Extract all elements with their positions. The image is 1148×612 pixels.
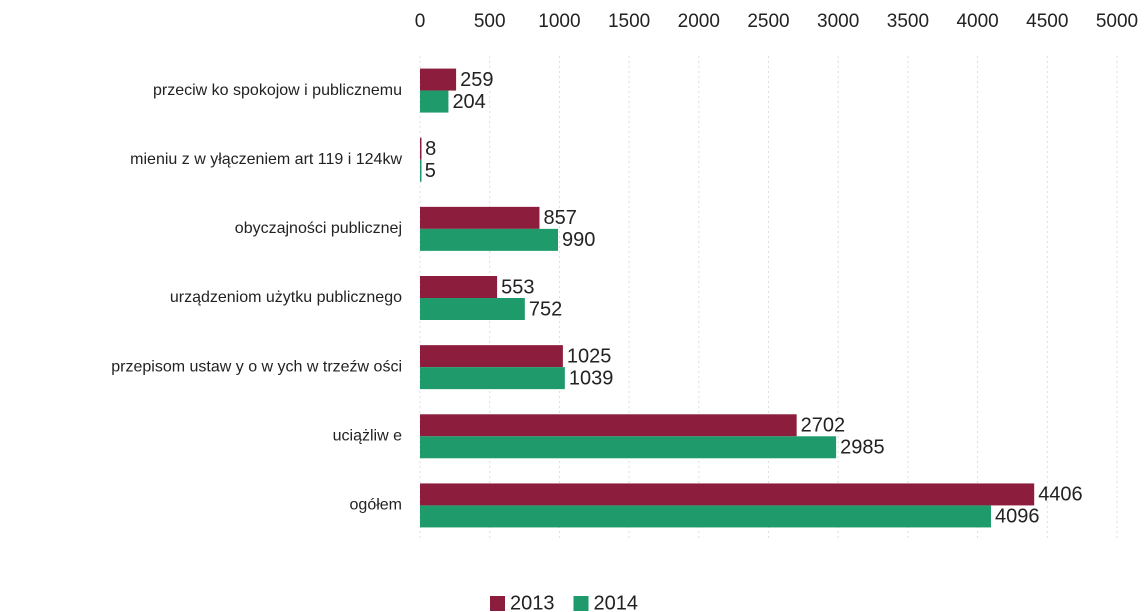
bar <box>420 345 563 368</box>
category-label: przepisom ustaw y o w ych w trzeźw ości <box>111 358 402 375</box>
category-label: ogółem <box>350 497 402 514</box>
x-tick-label: 500 <box>474 11 506 32</box>
value-label: 990 <box>562 229 595 251</box>
x-tick-label: 4000 <box>956 11 998 32</box>
legend-label: 2013 <box>510 592 555 612</box>
x-tick-label: 2500 <box>747 11 789 32</box>
category-label: obyczajności publicznej <box>235 220 402 237</box>
value-label: 857 <box>543 207 576 229</box>
value-label: 204 <box>452 91 485 113</box>
bar <box>420 137 422 160</box>
bar <box>420 505 991 528</box>
x-tick-label: 3000 <box>817 11 859 32</box>
x-tick-label: 4500 <box>1026 11 1068 32</box>
legend-label: 2014 <box>594 592 639 612</box>
bar <box>420 228 559 251</box>
bar <box>420 206 540 229</box>
category-label: uciążliw e <box>333 428 402 445</box>
value-label: 1025 <box>567 345 612 367</box>
value-label: 2985 <box>840 437 885 459</box>
x-tick-label: 2000 <box>678 11 720 32</box>
x-tick-label: 1000 <box>538 11 580 32</box>
value-label: 553 <box>501 276 534 298</box>
bar <box>420 68 457 91</box>
x-tick-label: 0 <box>415 11 426 32</box>
value-label: 4406 <box>1038 484 1083 506</box>
x-tick-label: 1500 <box>608 11 650 32</box>
value-label: 2702 <box>801 415 846 437</box>
category-label: przeciw ko spokojow i publicznemu <box>153 82 402 99</box>
bar <box>420 276 498 298</box>
bar <box>420 298 525 320</box>
value-label: 5 <box>425 160 436 182</box>
bar <box>420 436 837 459</box>
bar <box>420 483 1035 506</box>
value-label: 259 <box>460 69 493 91</box>
bar <box>420 159 422 182</box>
bar <box>420 414 797 437</box>
value-label: 8 <box>425 138 436 160</box>
x-tick-label: 3500 <box>887 11 929 32</box>
value-label: 752 <box>529 298 562 320</box>
x-tick-label: 5000 <box>1096 11 1138 32</box>
bar <box>420 90 449 113</box>
category-label: urządzeniom użytku publicznego <box>170 289 402 306</box>
legend-swatch <box>490 596 505 611</box>
category-label: mieniu z w yłączeniem art 119 i 124kw <box>130 151 402 168</box>
bar <box>420 367 565 390</box>
value-label: 1039 <box>569 367 614 389</box>
value-label: 4096 <box>995 506 1040 528</box>
legend-swatch <box>573 596 589 611</box>
